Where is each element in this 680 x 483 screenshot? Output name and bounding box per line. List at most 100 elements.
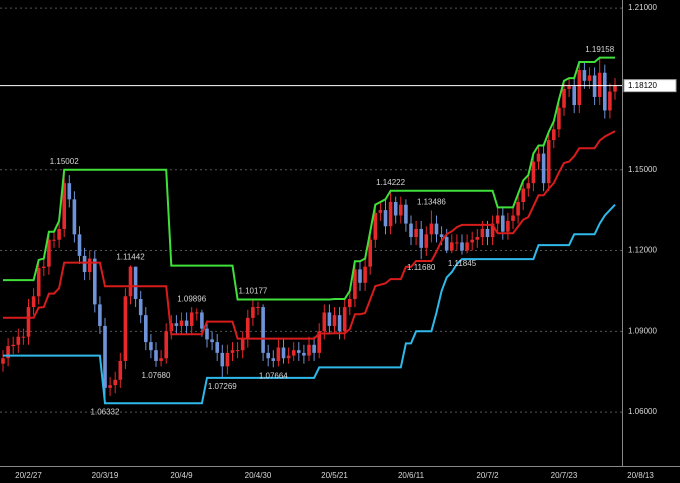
candle-body bbox=[322, 312, 327, 332]
candle-body bbox=[281, 347, 286, 359]
candle-body bbox=[603, 72, 607, 111]
low-label: 1.07680 bbox=[142, 371, 171, 380]
candle-body bbox=[26, 307, 31, 337]
candle-body bbox=[159, 358, 163, 361]
candle-body bbox=[6, 346, 10, 359]
candle-body bbox=[144, 315, 148, 343]
candle-body bbox=[286, 355, 291, 359]
candle-body bbox=[562, 88, 566, 108]
candle-body bbox=[42, 266, 46, 269]
candle-body bbox=[419, 228, 423, 248]
low-label: 1.07664 bbox=[259, 371, 288, 380]
candle-body bbox=[327, 312, 332, 326]
y-tick-label: 1.12000 bbox=[628, 246, 657, 255]
candle-body bbox=[399, 204, 403, 216]
x-tick-label: 20/8/13 bbox=[627, 471, 654, 480]
band-line bbox=[3, 130, 616, 340]
high-label: 1.15002 bbox=[50, 157, 79, 166]
high-label: 1.09896 bbox=[177, 294, 206, 303]
candle-body bbox=[179, 320, 184, 326]
candle-body bbox=[388, 202, 393, 227]
candle-body bbox=[154, 350, 158, 361]
candle-body bbox=[36, 268, 41, 297]
high-label: 1.14222 bbox=[376, 178, 405, 187]
candle-body bbox=[123, 296, 128, 361]
y-tick-label: 1.06000 bbox=[628, 407, 657, 416]
y-tick-label: 1.15000 bbox=[628, 165, 657, 174]
candle-body bbox=[317, 331, 321, 353]
candle-body bbox=[93, 258, 97, 305]
candle-body bbox=[149, 342, 153, 351]
candle-body bbox=[368, 239, 372, 267]
y-tick-label: 1.21000 bbox=[628, 3, 657, 12]
candle-body bbox=[608, 91, 612, 111]
band-line bbox=[3, 204, 616, 405]
candle-body bbox=[271, 358, 276, 361]
candle-body bbox=[465, 242, 469, 251]
candle-body bbox=[536, 153, 541, 162]
candle-body bbox=[526, 183, 531, 189]
candle-body bbox=[103, 325, 107, 388]
candle-body bbox=[31, 296, 36, 308]
candle-body bbox=[128, 266, 133, 297]
candle-body bbox=[511, 215, 515, 221]
candle-body bbox=[210, 339, 214, 343]
band-line bbox=[3, 56, 615, 301]
candle-body bbox=[358, 269, 362, 283]
candle-body bbox=[495, 215, 500, 224]
candle-body bbox=[444, 237, 449, 251]
x-tick-label: 20/3/19 bbox=[92, 471, 119, 480]
candle-body bbox=[363, 266, 367, 283]
candle-body bbox=[409, 223, 413, 238]
candle-body bbox=[475, 237, 480, 240]
x-tick-label: 20/4/9 bbox=[170, 471, 193, 480]
candle-body bbox=[541, 153, 546, 184]
candle-body bbox=[52, 239, 56, 241]
last-price-box bbox=[623, 79, 677, 93]
candle-body bbox=[297, 350, 301, 353]
candle-body bbox=[261, 307, 265, 353]
candle-body bbox=[195, 312, 199, 314]
candle-body bbox=[240, 339, 245, 351]
x-tick-label: 20/6/11 bbox=[398, 471, 425, 480]
candle-body bbox=[521, 188, 525, 203]
candle-body bbox=[480, 228, 485, 238]
high-label: 1.19158 bbox=[585, 45, 614, 54]
candle-body bbox=[414, 228, 418, 238]
candle-body bbox=[404, 204, 408, 224]
candle-body bbox=[235, 350, 240, 352]
high-label: 1.10177 bbox=[238, 287, 267, 296]
candle-body bbox=[587, 75, 592, 81]
x-tick-label: 20/7/2 bbox=[476, 471, 499, 480]
candle-body bbox=[531, 161, 536, 184]
candle-body bbox=[11, 344, 15, 347]
candle-body bbox=[266, 352, 270, 359]
candle-body bbox=[434, 223, 439, 235]
candle-body bbox=[98, 304, 102, 326]
candle-body bbox=[378, 210, 383, 213]
candle-body bbox=[490, 223, 495, 238]
candle-body bbox=[21, 336, 26, 338]
candle-body bbox=[189, 312, 194, 326]
y-tick-label: 1.09000 bbox=[628, 326, 657, 335]
candle-body bbox=[557, 107, 561, 130]
candle-body bbox=[373, 212, 378, 240]
candle-body bbox=[205, 328, 209, 340]
candle-body bbox=[184, 320, 189, 326]
candle-body bbox=[108, 385, 112, 388]
low-label: 1.11845 bbox=[448, 259, 477, 268]
candle-body bbox=[291, 350, 296, 356]
candle-body bbox=[450, 242, 454, 251]
candle-body bbox=[460, 242, 464, 251]
candle-body bbox=[312, 344, 316, 353]
x-tick-label: 20/2/27 bbox=[15, 471, 42, 480]
candle-body bbox=[597, 72, 602, 97]
candle-body bbox=[337, 315, 342, 332]
candle-body bbox=[485, 228, 490, 238]
candle-body bbox=[567, 86, 571, 89]
candle-body bbox=[506, 220, 510, 232]
x-tick-label: 20/5/21 bbox=[321, 471, 348, 480]
candle-body bbox=[47, 239, 51, 267]
candle-body bbox=[353, 269, 357, 299]
candle-body bbox=[276, 347, 281, 361]
